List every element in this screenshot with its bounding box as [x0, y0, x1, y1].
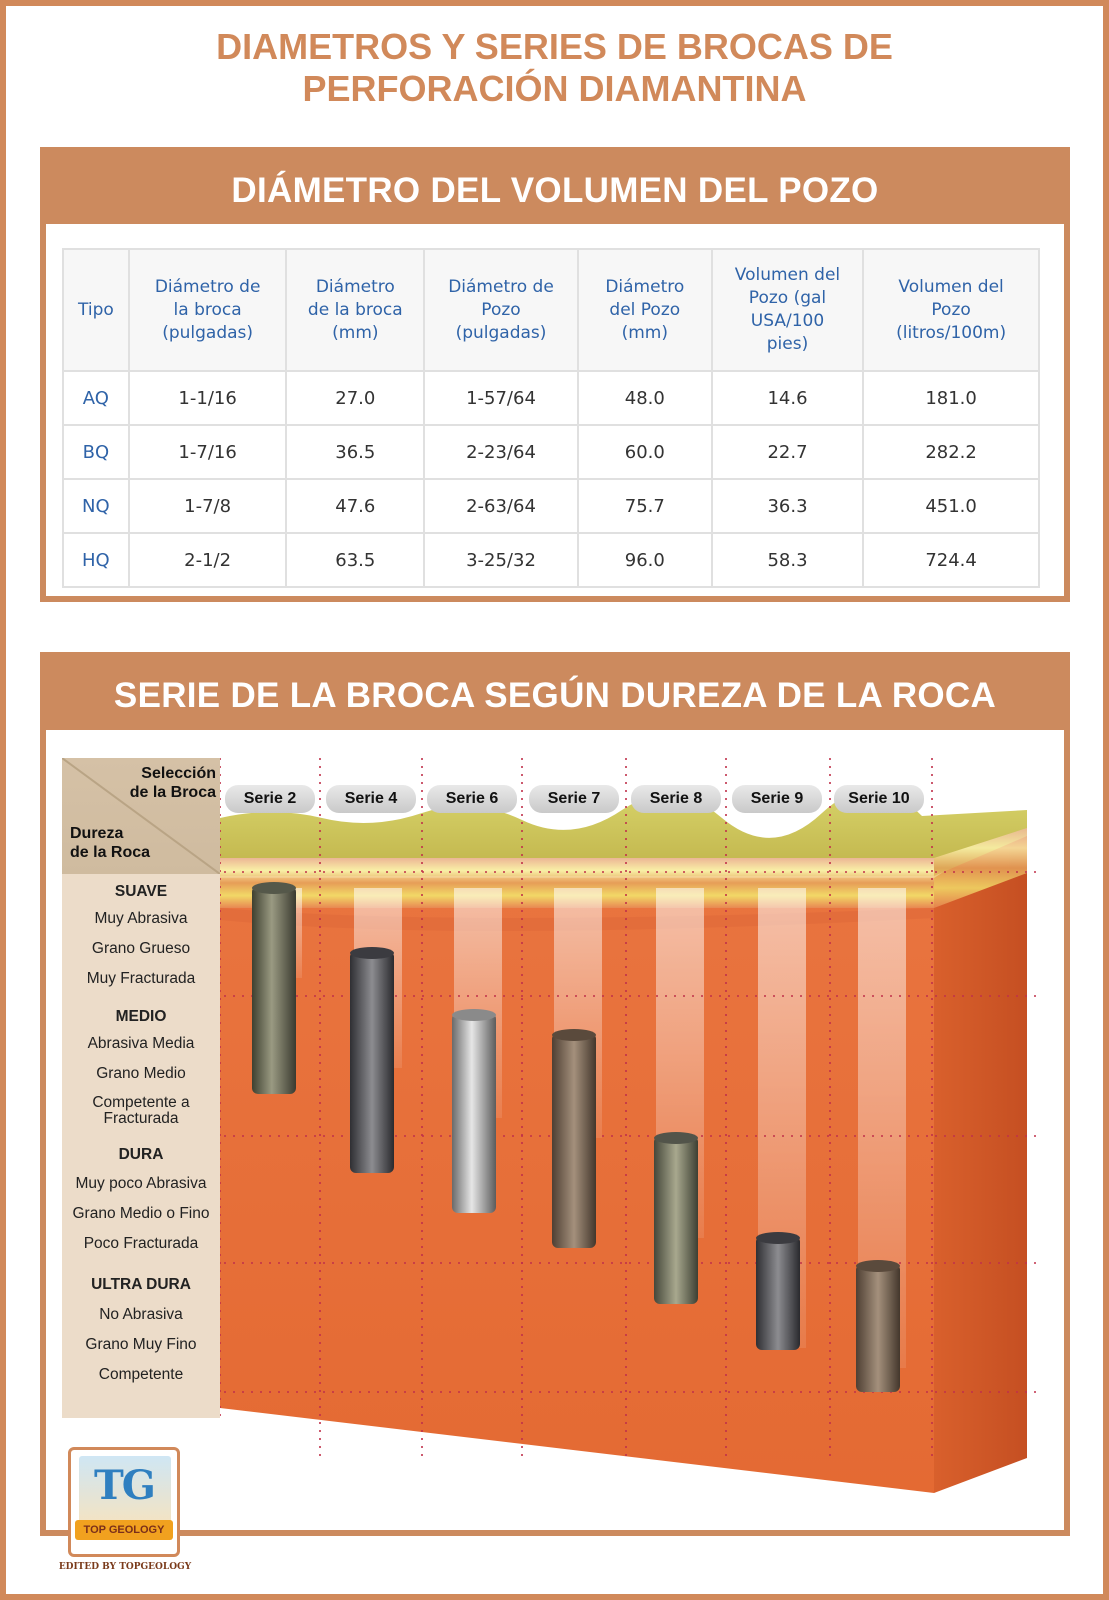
table-cell: 22.7 — [710, 424, 865, 480]
table-cell: 1-57/64 — [423, 370, 579, 426]
table-row: AQ 1-1/16 27.0 1-57/64 48.0 14.6 181.0 — [62, 370, 1040, 426]
title-line-1: DIAMETROS Y SERIES DE BROCAS DE — [216, 26, 893, 67]
core-serie-8 — [654, 1132, 698, 1304]
hardness-item: Muy Fracturada — [86, 970, 196, 987]
table-cell: 1-1/16 — [127, 370, 288, 426]
table-cell: BQ — [62, 424, 130, 480]
table-cell: HQ — [62, 532, 130, 588]
col-header-bit-diameter-mm: Diámetro de la broca (mm) — [285, 248, 426, 372]
series-tab: Serie 4 — [326, 785, 416, 813]
hardness-group-dura: DURA — [118, 1146, 164, 1163]
table-row: BQ 1-7/16 36.5 2-23/64 60.0 22.7 282.2 — [62, 424, 1040, 480]
hardness-item: Grano Grueso — [91, 940, 191, 957]
col-header-hole-diameter-mm: Diámetro del Pozo (mm) — [576, 248, 713, 372]
table-cell: 1-7/16 — [127, 424, 288, 480]
col-header-bit-diameter-in: Diámetro de la broca (pulgadas) — [127, 248, 288, 372]
table-cell: 36.5 — [285, 424, 426, 480]
col-header-volume-gal: Volumen del Pozo (gal USA/100 pies) — [710, 248, 865, 372]
series-tab: Serie 6 — [427, 785, 517, 813]
table-cell: 47.6 — [285, 478, 426, 534]
hardness-item: Grano Medio — [96, 1065, 186, 1082]
legend-corner: Selección de la Broca Dureza de la Roca — [62, 758, 220, 874]
col-header-hole-diameter-in: Diámetro de Pozo (pulgadas) — [423, 248, 579, 372]
table-cell: 2-23/64 — [423, 424, 579, 480]
col-header-tipo: Tipo — [62, 248, 130, 372]
hardness-group-suave: SUAVE — [114, 883, 168, 900]
table-cell: 48.0 — [576, 370, 713, 426]
table-cell: 282.2 — [862, 424, 1040, 480]
core-serie-4 — [350, 947, 394, 1173]
table-cell: 451.0 — [862, 478, 1040, 534]
hardness-item: Abrasiva Media — [87, 1035, 195, 1052]
table-cell: 14.6 — [710, 370, 865, 426]
hardness-item: Competente — [98, 1366, 184, 1383]
volume-panel: DIÁMETRO DEL VOLUMEN DEL POZO Tipo Diáme… — [40, 147, 1070, 602]
table-cell: 3-25/32 — [423, 532, 579, 588]
core-serie-9 — [756, 1232, 800, 1350]
series-tab: Serie 2 — [225, 785, 315, 813]
series-panel-heading: SERIE DE LA BROCA SEGÚN DUREZA DE LA ROC… — [46, 658, 1064, 730]
table-cell: NQ — [62, 478, 130, 534]
hardness-item: Grano Muy Fino — [85, 1336, 197, 1353]
volume-panel-heading: DIÁMETRO DEL VOLUMEN DEL POZO — [46, 153, 1064, 224]
core-serie-7 — [552, 1029, 596, 1248]
bit-series-diagram: Selección de la Broca Dureza de la Roca … — [62, 758, 1062, 1528]
table-cell: 2-63/64 — [423, 478, 579, 534]
table-cell: 63.5 — [285, 532, 426, 588]
table-cell: 1-7/8 — [127, 478, 288, 534]
series-panel: SERIE DE LA BROCA SEGÚN DUREZA DE LA ROC… — [40, 652, 1070, 1536]
hardness-legend: Selección de la Broca Dureza de la Roca … — [62, 758, 220, 1418]
logo-initials: TG — [94, 1462, 156, 1509]
table-cell: 2-1/2 — [127, 532, 288, 588]
series-tab: Serie 10 — [834, 785, 924, 813]
table-cell: 60.0 — [576, 424, 713, 480]
top-geology-logo: TG TOP GEOLOGY — [68, 1447, 180, 1557]
rock-block-illustration — [62, 758, 1042, 1493]
hardness-item: Muy Abrasiva — [94, 910, 188, 927]
volume-table: Tipo Diámetro de la broca (pulgadas) Diá… — [62, 248, 1040, 588]
logo-name: TOP GEOLOGY — [75, 1520, 173, 1540]
table-cell: 36.3 — [710, 478, 865, 534]
table-cell: 58.3 — [710, 532, 865, 588]
page-title: DIAMETROS Y SERIES DE BROCAS DE PERFORAC… — [0, 26, 1109, 110]
table-header-row: Tipo Diámetro de la broca (pulgadas) Diá… — [62, 248, 1040, 372]
hardness-group-medio: MEDIO — [115, 1008, 167, 1025]
col-header-volume-l: Volumen del Pozo (litros/100m) — [862, 248, 1040, 372]
table-cell: 27.0 — [285, 370, 426, 426]
corner-hardness-label: Dureza de la Roca — [70, 825, 151, 861]
table-cell: 724.4 — [862, 532, 1040, 588]
hardness-item: No Abrasiva — [99, 1306, 183, 1323]
series-tab: Serie 7 — [529, 785, 619, 813]
series-tab: Serie 9 — [732, 785, 822, 813]
core-serie-10 — [856, 1260, 900, 1392]
table-cell: 181.0 — [862, 370, 1040, 426]
core-serie-6 — [452, 1009, 496, 1213]
table-row: NQ 1-7/8 47.6 2-63/64 75.7 36.3 451.0 — [62, 478, 1040, 534]
table-cell: AQ — [62, 370, 130, 426]
logo-credit: EDITED BY TOPGEOLOGY — [58, 1562, 192, 1572]
hardness-group-ultra-dura: ULTRA DURA — [91, 1276, 191, 1293]
core-serie-2 — [252, 882, 296, 1094]
table-cell: 96.0 — [576, 532, 713, 588]
hardness-item: Competente a Fracturada — [92, 1094, 190, 1127]
corner-series-label: Selección de la Broca — [129, 765, 216, 801]
hardness-item: Grano Medio o Fino — [72, 1205, 210, 1222]
table-cell: 75.7 — [576, 478, 713, 534]
series-tab: Serie 8 — [631, 785, 721, 813]
hardness-item: Muy poco Abrasiva — [75, 1175, 207, 1192]
hardness-item: Poco Fracturada — [83, 1235, 199, 1252]
table-row: HQ 2-1/2 63.5 3-25/32 96.0 58.3 724.4 — [62, 532, 1040, 588]
title-line-2: PERFORACIÓN DIAMANTINA — [302, 68, 807, 109]
